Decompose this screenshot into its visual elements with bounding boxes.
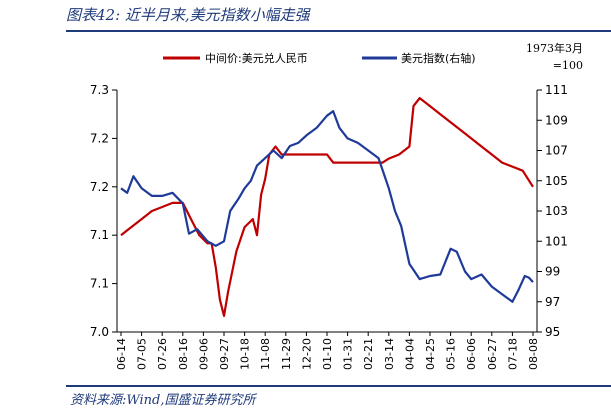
right-axis-note-line1: 1973年3月 xyxy=(526,41,583,55)
x-tick-label: 10-18 xyxy=(239,338,252,370)
left-tick-label: 7.2 xyxy=(90,180,109,194)
x-tick-label: 04-25 xyxy=(424,338,437,370)
right-tick-label: 105 xyxy=(545,174,568,188)
right-tick-label: 103 xyxy=(545,204,568,218)
x-tick-label: 01-10 xyxy=(321,338,334,370)
right-tick-label: 101 xyxy=(545,234,568,248)
x-tick-label: 07-18 xyxy=(506,338,519,370)
right-tick-label: 111 xyxy=(545,83,568,97)
left-tick-label: 7.0 xyxy=(90,325,109,339)
series-line-cny xyxy=(120,97,534,317)
source-note: 资料来源:Wind,国盛证券研究所 xyxy=(70,393,256,408)
x-tick-label: 08-16 xyxy=(177,338,190,370)
right-tick-label: 97 xyxy=(545,295,560,309)
legend-label-cny: 中间价:美元兑人民币 xyxy=(205,51,308,65)
left-tick-label: 7.1 xyxy=(90,277,109,291)
x-tick-label: 11-08 xyxy=(259,338,272,370)
x-tick-label: 06-06 xyxy=(465,338,478,370)
x-tick-label: 09-27 xyxy=(218,338,231,370)
series-line-dxy xyxy=(120,110,534,303)
x-tick-label: 09-06 xyxy=(197,338,210,370)
x-tick-label: 06-14 xyxy=(115,338,128,370)
legend-label-dxy: 美元指数(右轴) xyxy=(401,51,476,65)
x-tick-label: 12-20 xyxy=(300,338,313,370)
x-tick-label: 07-26 xyxy=(156,338,169,370)
x-tick-label: 01-31 xyxy=(342,338,355,370)
x-tick-label: 08-08 xyxy=(527,338,540,370)
x-tick-label: 11-29 xyxy=(280,338,293,370)
right-tick-label: 109 xyxy=(545,113,568,127)
title-rule xyxy=(66,30,611,32)
left-tick-label: 7.3 xyxy=(90,83,109,97)
right-tick-label: 95 xyxy=(545,325,560,339)
source-rule xyxy=(66,385,611,387)
left-tick-label: 7.1 xyxy=(90,228,109,242)
x-tick-label: 05-16 xyxy=(445,338,458,370)
right-axis-note-line2: =100 xyxy=(553,59,583,72)
x-tick-label: 06-27 xyxy=(486,338,499,370)
x-tick-label: 02-21 xyxy=(362,338,375,370)
chart-title: 图表42: 近半月来,美元指数小幅走强 xyxy=(66,6,310,24)
right-tick-label: 107 xyxy=(545,144,568,158)
x-tick-label: 07-05 xyxy=(136,338,149,370)
right-tick-label: 99 xyxy=(545,265,560,279)
x-tick-label: 04-04 xyxy=(403,338,416,370)
x-tick-label: 03-14 xyxy=(383,338,396,370)
left-tick-label: 7.2 xyxy=(90,131,109,145)
